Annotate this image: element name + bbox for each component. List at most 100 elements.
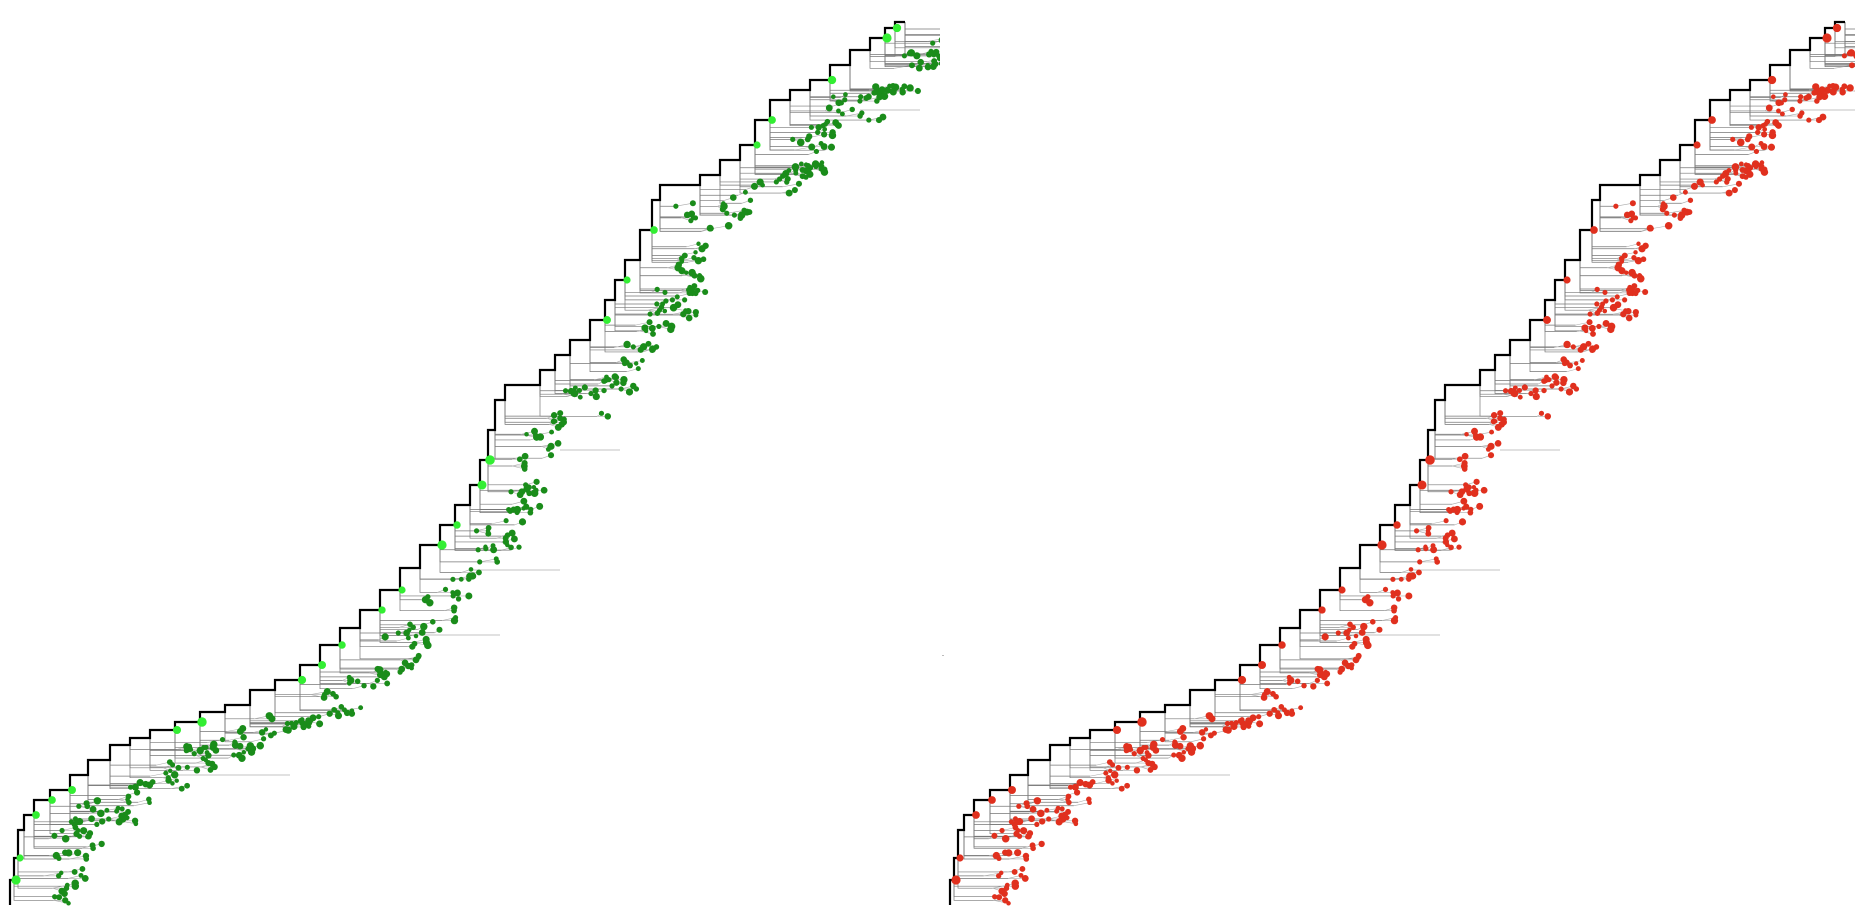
tree-branch — [1494, 370, 1539, 385]
tree-node — [691, 272, 698, 279]
tree-node — [1233, 720, 1239, 726]
tree-node — [476, 569, 482, 576]
tree-node — [1502, 388, 1509, 394]
tree-branch — [1479, 385, 1506, 392]
tree-node — [647, 311, 653, 317]
tree-branch — [379, 610, 413, 643]
tree-node — [90, 845, 96, 852]
tree-node — [59, 827, 65, 834]
tree-branch — [1409, 505, 1451, 512]
tree-node — [1577, 346, 1584, 353]
tree-leaf-branch — [1073, 802, 1090, 807]
tree-node — [1115, 764, 1122, 771]
tree-branch — [1214, 690, 1268, 714]
tree-branch — [809, 90, 841, 98]
tree-branch — [651, 230, 682, 262]
tree-node — [890, 82, 896, 89]
tree-node — [719, 206, 726, 213]
tree-node — [1314, 677, 1320, 684]
tree-node — [1586, 319, 1593, 326]
tree-node — [601, 387, 607, 394]
tree-node — [147, 800, 152, 806]
tree-node — [1013, 818, 1021, 826]
tree-node — [550, 412, 558, 419]
tree-branch — [274, 690, 328, 714]
tree-branch — [13, 880, 54, 901]
tree-node — [729, 194, 737, 201]
tree-node — [1669, 194, 1677, 201]
tree-node — [686, 289, 693, 297]
tree-node — [682, 297, 688, 303]
tree-node — [1544, 374, 1549, 380]
tree-branch — [1844, 22, 1855, 55]
tree-node — [646, 319, 653, 326]
tree-node — [1358, 629, 1366, 636]
tree-node — [348, 710, 356, 717]
tree-branch — [199, 722, 237, 750]
tree-node — [571, 388, 577, 394]
branch-group — [13, 22, 940, 904]
tree-node — [1019, 866, 1026, 872]
tree-node — [1310, 683, 1317, 690]
tree-branch — [359, 628, 399, 634]
tree-branch — [1844, 22, 1855, 42]
tree-node — [557, 410, 564, 417]
tree-branch — [614, 300, 657, 305]
tree-node — [1671, 212, 1677, 218]
tree-node — [288, 720, 295, 726]
tree-node — [1178, 754, 1186, 763]
tree-leaf-branch — [52, 884, 68, 889]
tree-branch — [109, 760, 131, 788]
tree-node — [76, 803, 82, 809]
tree-node — [929, 63, 937, 71]
tree-trunk-node — [1822, 33, 1832, 43]
tree-branch — [953, 880, 1006, 887]
tree-node — [450, 576, 456, 582]
tree-node — [633, 386, 640, 392]
tree-branch — [1579, 260, 1608, 269]
tree-trunk-node — [68, 786, 76, 794]
tree-node — [1321, 633, 1329, 641]
tree-branch — [739, 160, 783, 188]
tree-node — [142, 780, 149, 788]
tree-branch — [504, 400, 554, 417]
tree-node — [1002, 849, 1009, 856]
tree-branch — [809, 90, 846, 117]
tree-node — [609, 383, 615, 389]
tree-node — [1114, 778, 1119, 783]
tree-node — [1783, 92, 1788, 97]
tree-node — [56, 856, 62, 862]
tree-node — [627, 362, 633, 369]
tree-branch — [659, 200, 685, 218]
tree-branch — [869, 50, 896, 57]
tree-trunk-node — [1393, 521, 1401, 529]
tree-trunk-node — [1112, 725, 1122, 735]
tree-node — [1779, 111, 1785, 117]
tree-node — [133, 789, 141, 796]
tree-branch — [1359, 568, 1405, 580]
tree-node — [1839, 89, 1846, 96]
tree-node — [698, 245, 706, 253]
tree-node — [1448, 529, 1456, 537]
tree-leaf-branch — [726, 209, 745, 214]
tree-node — [1664, 221, 1673, 230]
tree-node — [679, 259, 685, 264]
tree-branch — [539, 385, 566, 392]
tree-node — [63, 885, 70, 891]
tree-branch — [1591, 230, 1635, 250]
tree-node — [76, 833, 83, 839]
tree-node — [1590, 330, 1596, 337]
tree-node — [196, 746, 204, 755]
tree-node — [760, 182, 765, 188]
tree-node — [818, 165, 826, 172]
tree-node — [913, 52, 921, 60]
tree-node — [513, 505, 522, 514]
tree-branch — [1427, 460, 1466, 486]
tree-node — [798, 161, 804, 167]
tree-node — [1286, 680, 1292, 686]
tree-node — [996, 856, 1002, 862]
tree-branch — [869, 50, 927, 63]
tree-node — [1678, 212, 1685, 218]
tree-node — [1636, 241, 1641, 246]
stray-mark — [942, 655, 944, 656]
